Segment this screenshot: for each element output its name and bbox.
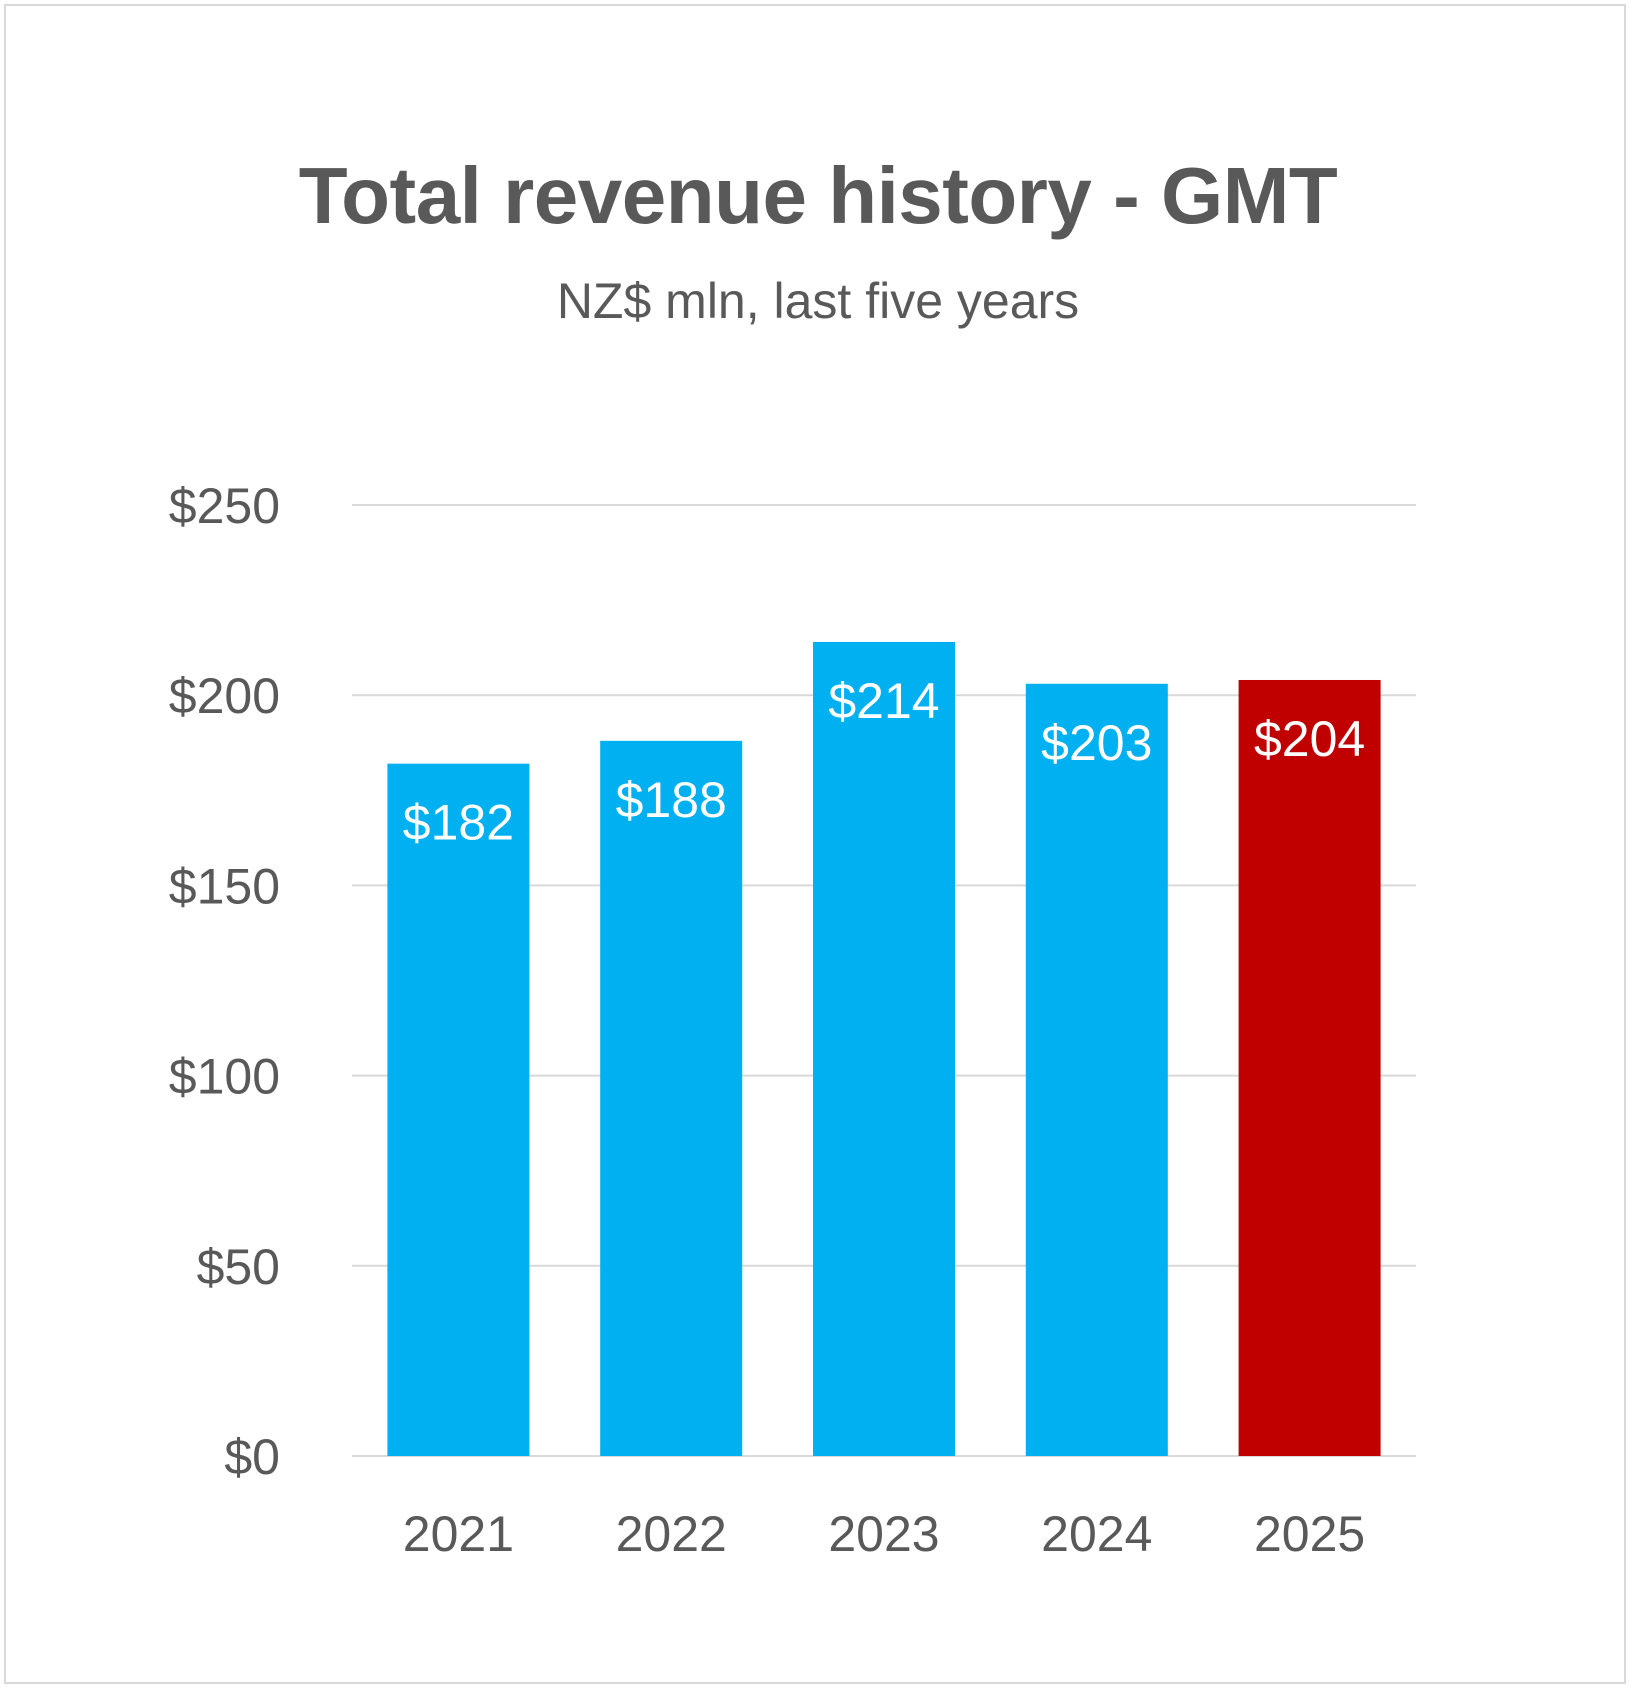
data-label-2022: $188	[616, 772, 727, 828]
y-tick-label: $200	[169, 668, 280, 724]
x-axis-category-labels: 2021 2022 2023 2024 2025	[403, 1506, 1365, 1562]
y-tick-label: $0	[224, 1429, 280, 1485]
x-category-label-2025: 2025	[1254, 1506, 1365, 1562]
x-category-label-2023: 2023	[828, 1506, 939, 1562]
x-category-label-2021: 2021	[403, 1506, 514, 1562]
y-axis-tick-labels: $0 $50 $100 $150 $200 $250	[169, 478, 280, 1485]
bar-2023	[813, 641, 955, 1456]
x-category-label-2024: 2024	[1041, 1506, 1152, 1562]
bar-2025	[1238, 679, 1381, 1456]
data-labels: $182 $188 $214 $203 $204	[403, 673, 1365, 851]
chart-subtitle: NZ$ mln, last five years	[556, 273, 1080, 329]
y-tick-label: $250	[169, 478, 280, 534]
bar-2021	[387, 763, 530, 1456]
bar-2024	[1025, 683, 1168, 1456]
data-label-2024: $203	[1041, 715, 1152, 771]
chart-title: Total revenue history - GMT	[298, 151, 1338, 240]
y-tick-label: $100	[169, 1049, 280, 1105]
bar-2022	[600, 740, 743, 1456]
y-tick-label: $50	[197, 1239, 280, 1295]
y-tick-label: $150	[169, 858, 280, 914]
data-label-2025: $204	[1254, 711, 1365, 767]
x-category-label-2022: 2022	[616, 1506, 727, 1562]
bars	[387, 641, 1381, 1456]
data-label-2021: $182	[403, 795, 514, 851]
data-label-2023: $214	[828, 673, 939, 729]
